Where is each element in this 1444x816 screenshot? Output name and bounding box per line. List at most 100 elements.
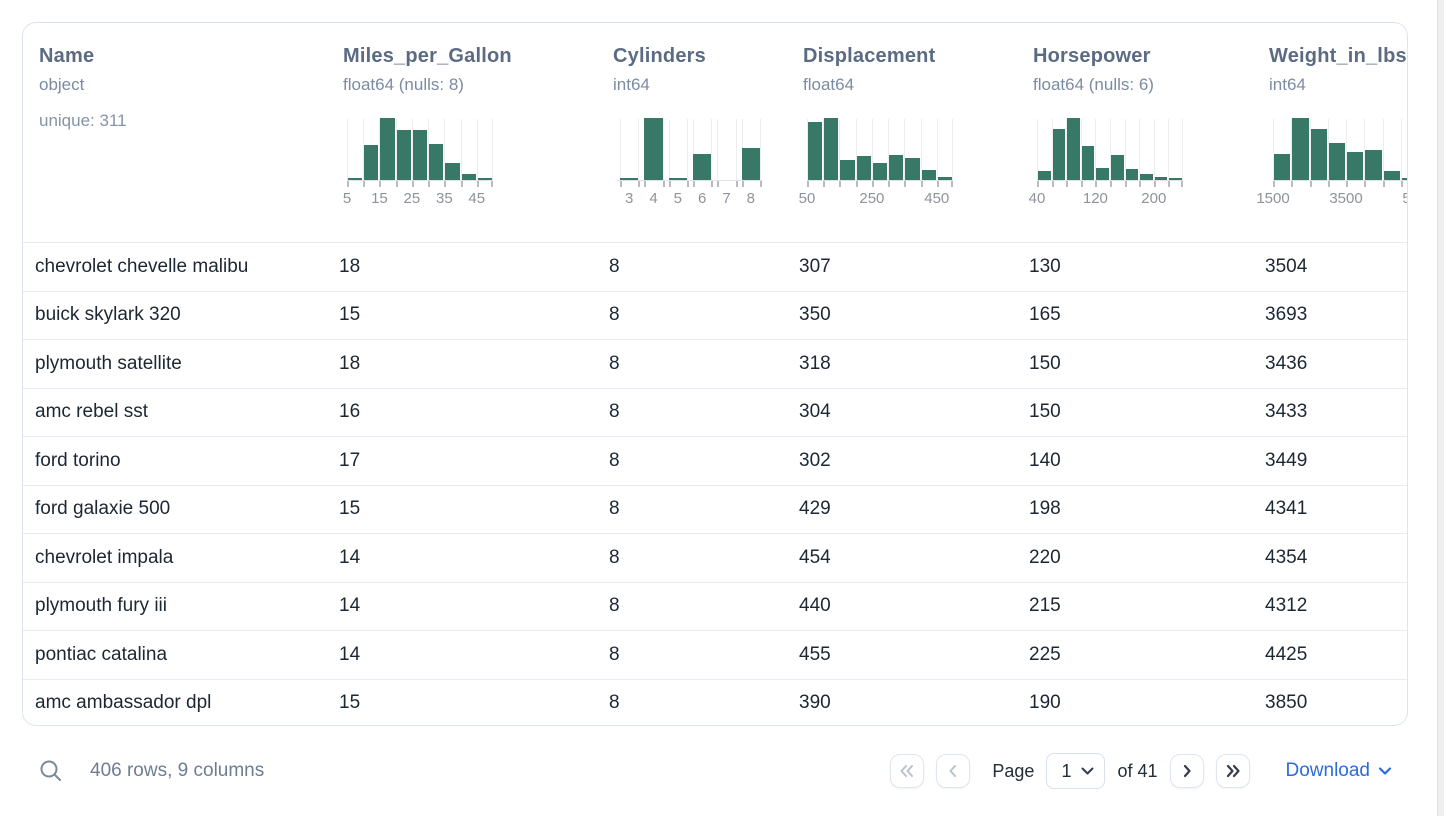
histogram-bar <box>1401 178 1407 180</box>
histogram-tick-label: 5 <box>673 190 682 207</box>
histogram-gridline <box>620 119 621 180</box>
histogram-tick <box>687 181 689 187</box>
column-histogram[interactable]: 40 120 200 <box>1029 118 1183 211</box>
histogram-gridline <box>1051 119 1053 180</box>
histogram-bar <box>380 118 395 180</box>
page-select[interactable]: 1 <box>1046 753 1106 789</box>
histogram-gridline <box>839 119 841 180</box>
table-cell: 8 <box>609 643 620 665</box>
footer-status-group: 406 rows, 9 columns <box>22 758 264 784</box>
histogram-bar <box>445 162 460 180</box>
histogram-tick-label: 4 <box>649 190 658 207</box>
table-cell: 302 <box>799 449 831 471</box>
column-title[interactable]: Miles_per_Gallon <box>343 45 512 67</box>
table-row[interactable]: plymouth satellite 18 8 318 150 3436 <box>23 339 1407 388</box>
column-title[interactable]: Name <box>39 45 95 67</box>
column-title[interactable]: Horsepower <box>1033 45 1151 67</box>
table-row[interactable]: plymouth fury iii 14 8 440 215 4312 <box>23 581 1407 631</box>
column-header-cylinders: Cylinders int64 3 4 5 6 7 8 <box>597 23 787 242</box>
histogram-gridline <box>668 119 670 180</box>
table-row[interactable]: ford galaxie 500 15 8 429 198 4341 <box>23 484 1407 534</box>
histogram-bar <box>429 144 444 180</box>
histogram-tick <box>1291 181 1294 187</box>
vertical-scrollbar[interactable] <box>1437 0 1444 816</box>
prev-page-button[interactable] <box>936 754 971 788</box>
histogram-tick <box>1346 181 1348 187</box>
page-label: Page <box>992 760 1035 781</box>
column-title[interactable]: Cylinders <box>613 45 706 67</box>
histogram-tick <box>638 181 641 187</box>
histogram-gridline <box>1168 119 1170 180</box>
search-icon[interactable] <box>38 758 64 784</box>
table-cell: 440 <box>799 595 831 617</box>
histogram-plot <box>807 118 953 181</box>
table-cell: pontiac catalina <box>35 643 168 665</box>
histogram-gridline <box>888 119 890 180</box>
histogram-gridline <box>1066 119 1068 180</box>
histogram-tick <box>1051 181 1054 187</box>
histogram-gridline <box>662 119 664 180</box>
column-title[interactable]: Displacement <box>803 45 936 67</box>
histogram-bar <box>668 177 687 180</box>
column-title[interactable]: Weight_in_lbs <box>1269 45 1407 67</box>
histogram-bar <box>461 174 476 180</box>
histogram-axis: 50 250 450 <box>799 181 953 211</box>
histogram-gridline <box>363 119 365 180</box>
table-row[interactable]: pontiac catalina 14 8 455 225 4425 <box>23 630 1407 679</box>
column-header-horsepower: Horsepower float64 (nulls: 6) 40 120 200 <box>1017 23 1253 242</box>
histogram-gridline <box>492 119 493 180</box>
histogram-tick-label: 5500 <box>1397 190 1407 207</box>
histogram-gridline <box>460 119 462 180</box>
download-button[interactable]: Download <box>1286 760 1393 782</box>
histogram-bar <box>1038 171 1051 180</box>
histogram-axis: 40 120 200 <box>1029 181 1183 211</box>
table-cell: 190 <box>1029 692 1061 714</box>
table-cell: 16 <box>339 401 361 423</box>
column-histogram[interactable]: 5 15 25 35 45 <box>343 118 493 211</box>
histogram-bar <box>1169 177 1182 180</box>
table-cell: 307 <box>799 255 831 277</box>
histogram-gridline <box>1110 119 1111 180</box>
last-page-button[interactable] <box>1215 754 1250 788</box>
histogram-bar <box>1125 169 1139 180</box>
histogram-tick <box>717 181 720 187</box>
table-row[interactable]: chevrolet chevelle malibu 18 8 307 130 3504 <box>23 242 1407 291</box>
first-page-button[interactable] <box>890 754 925 788</box>
histogram-tick <box>807 181 809 187</box>
table-cell: 8 <box>609 255 620 277</box>
table-row[interactable]: buick skylark 320 15 8 350 165 3693 <box>23 290 1407 340</box>
column-histogram[interactable]: 1500 3500 5500 <box>1256 118 1407 211</box>
table-cell: 14 <box>339 595 361 617</box>
histogram-bar <box>872 163 888 180</box>
table-row[interactable]: chevrolet impala 14 8 454 220 4354 <box>23 533 1407 582</box>
histogram-tick-label: 450 <box>924 190 950 207</box>
histogram-tick-label: 40 <box>1028 190 1046 207</box>
histogram-gridline <box>717 119 719 180</box>
table-cell: ford galaxie 500 <box>35 498 171 520</box>
column-histogram[interactable]: 50 250 450 <box>799 118 953 211</box>
table-cell: 8 <box>609 401 620 423</box>
histogram-tick <box>1273 181 1275 187</box>
next-page-button[interactable] <box>1169 754 1204 788</box>
histogram-bar <box>1328 142 1345 180</box>
histogram-tick <box>823 181 826 187</box>
table-header-row: Name object unique: 311 Miles_per_Gallon flo… <box>23 23 1407 242</box>
histogram-gridline <box>711 119 713 180</box>
histogram-bar <box>1096 168 1109 180</box>
histogram-tick-label: 250 <box>859 190 885 207</box>
table-row[interactable]: amc rebel sst 16 8 304 150 3433 <box>23 387 1407 437</box>
histogram-bar <box>808 122 823 180</box>
histogram-tick-label: 6 <box>697 190 707 207</box>
table-cell: 15 <box>339 498 361 520</box>
histogram-tick <box>735 181 738 187</box>
table-row[interactable]: ford torino 17 8 302 140 3449 <box>23 436 1407 485</box>
chevron-down-icon <box>1378 766 1392 775</box>
histogram-tick <box>920 181 923 187</box>
table-cell: 220 <box>1029 546 1061 568</box>
histogram-tick-label: 45 <box>468 190 486 207</box>
table-row[interactable]: amc ambassador dpl 15 8 390 190 3850 <box>23 678 1407 726</box>
histogram-gridline <box>1400 119 1402 180</box>
